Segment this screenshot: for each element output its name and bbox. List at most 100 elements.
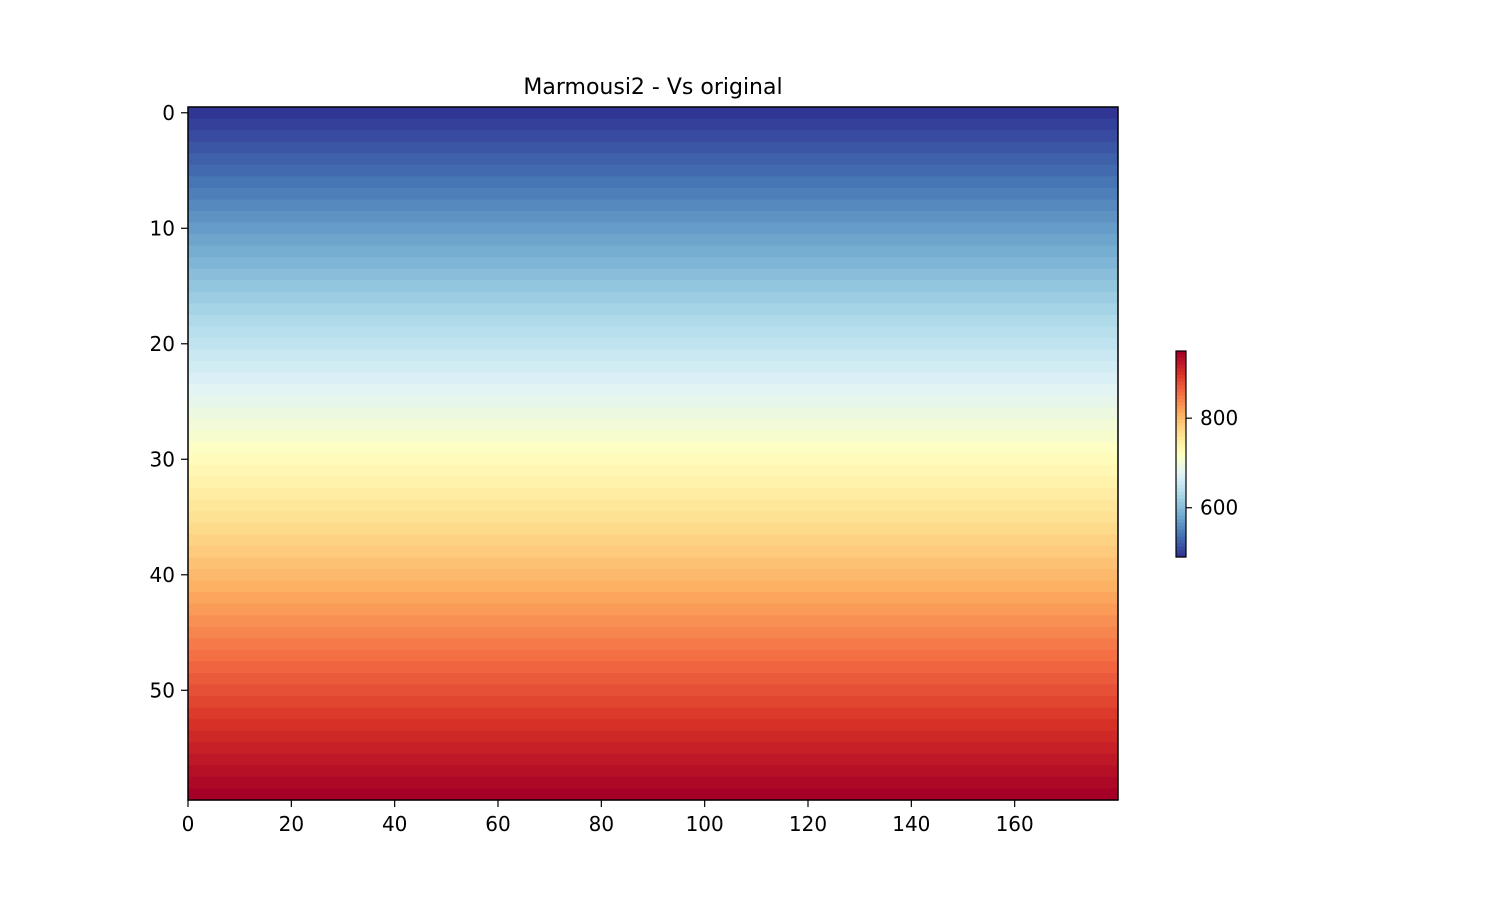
colorbar-segment: [1176, 488, 1186, 493]
heatmap-row: [188, 488, 1118, 501]
heatmap-row: [188, 788, 1118, 801]
colorbar-tick-label: 600: [1200, 496, 1238, 520]
colorbar-segment: [1176, 423, 1186, 428]
colorbar-segment: [1176, 447, 1186, 452]
colorbar-segment: [1176, 440, 1186, 445]
heatmap-row: [188, 245, 1118, 258]
y-tick-label: 50: [150, 678, 175, 702]
colorbar-segment: [1176, 491, 1186, 496]
colorbar-segment: [1176, 457, 1186, 462]
heatmap-row: [188, 776, 1118, 790]
colorbar-segment: [1176, 429, 1186, 434]
heatmap-row: [188, 753, 1118, 766]
colorbar-segment: [1176, 512, 1186, 517]
x-axis: 0 20 40 60 80 100 120 140 160: [182, 800, 1034, 836]
colorbar-segment: [1176, 550, 1186, 555]
x-tick-label: 140: [892, 812, 930, 836]
x-tick-label: 120: [789, 812, 827, 836]
heatmap-row: [188, 719, 1118, 732]
heatmap-row: [188, 395, 1118, 408]
heatmap-row: [188, 187, 1118, 200]
colorbar-segment: [1176, 357, 1186, 362]
heatmap-row: [188, 465, 1118, 478]
colorbar-segment: [1176, 385, 1186, 390]
colorbar-segment: [1176, 460, 1186, 465]
colorbar-segment: [1176, 375, 1186, 380]
heatmap-row: [188, 118, 1118, 131]
y-tick-label: 0: [162, 101, 175, 125]
heatmap-row: [188, 545, 1118, 559]
heatmap-row: [188, 338, 1118, 351]
x-tick-label: 100: [686, 812, 724, 836]
heatmap-row: [188, 164, 1118, 177]
colorbar-segment: [1176, 515, 1186, 520]
colorbar-segment: [1176, 450, 1186, 455]
heatmap-row: [188, 130, 1118, 143]
colorbar-segment: [1176, 546, 1186, 551]
heatmap-row: [188, 268, 1118, 281]
colorbar-segment: [1176, 361, 1186, 366]
colorbar-segment: [1176, 412, 1186, 417]
heatmap-row: [188, 418, 1118, 431]
heatmap-row: [188, 742, 1118, 755]
colorbar-segment: [1176, 416, 1186, 421]
colorbar-tick-label: 800: [1200, 406, 1238, 430]
heatmap-row: [188, 222, 1118, 235]
heatmap-row: [188, 569, 1118, 582]
colorbar: 600 800: [1175, 350, 1238, 558]
colorbar-segment: [1176, 519, 1186, 524]
y-tick-label: 40: [150, 563, 175, 587]
y-tick-label: 10: [150, 216, 175, 240]
colorbar-segment: [1176, 351, 1186, 356]
heatmap-row: [188, 707, 1118, 720]
colorbar-segment: [1176, 368, 1186, 373]
heatmap-row: [188, 407, 1118, 420]
colorbar-segment: [1176, 399, 1186, 404]
heatmap-row: [188, 280, 1118, 293]
colorbar-segment: [1176, 478, 1186, 483]
heatmap-row: [188, 499, 1118, 512]
heatmap-row: [188, 453, 1118, 466]
colorbar-segment: [1176, 526, 1186, 531]
colorbar-segment: [1176, 539, 1186, 544]
heatmap-row: [188, 522, 1118, 535]
colorbar-segment: [1176, 402, 1186, 407]
colorbar-segment: [1176, 508, 1186, 513]
heatmap-row: [188, 603, 1118, 616]
x-tick-label: 0: [182, 812, 195, 836]
heatmap-row: [188, 314, 1118, 328]
heatmap-row: [188, 696, 1118, 709]
colorbar-segment: [1176, 388, 1186, 393]
heatmap-row: [188, 638, 1118, 651]
x-tick-label: 80: [589, 812, 614, 836]
colorbar-segment: [1176, 409, 1186, 414]
heatmap-row: [188, 626, 1118, 639]
colorbar-segment: [1176, 381, 1186, 386]
heatmap-row: [188, 153, 1118, 166]
colorbar-segment: [1176, 471, 1186, 476]
colorbar-segment: [1176, 436, 1186, 441]
colorbar-segment: [1176, 543, 1186, 548]
heatmap-row: [188, 661, 1118, 674]
plot-frame: [187, 106, 1119, 801]
chart-title: Marmousi2 - Vs original: [523, 75, 782, 100]
heatmap-row: [188, 257, 1118, 270]
colorbar-segment: [1176, 522, 1186, 527]
heatmap-row: [188, 441, 1118, 455]
heatmap-row: [188, 107, 1118, 120]
x-tick-label: 60: [485, 812, 510, 836]
heatmap-row: [188, 234, 1118, 247]
heatmap-row: [188, 476, 1118, 489]
heatmap-row: [188, 615, 1118, 628]
heatmap-row: [188, 534, 1118, 547]
heatmap-row: [188, 672, 1118, 686]
x-tick-label: 20: [279, 812, 304, 836]
colorbar-segment: [1176, 395, 1186, 400]
colorbar-segment: [1176, 419, 1186, 424]
colorbar-frame: [1175, 350, 1187, 558]
colorbar-segment: [1176, 443, 1186, 448]
heatmap-row: [188, 199, 1118, 212]
colorbar-segment: [1176, 529, 1186, 534]
